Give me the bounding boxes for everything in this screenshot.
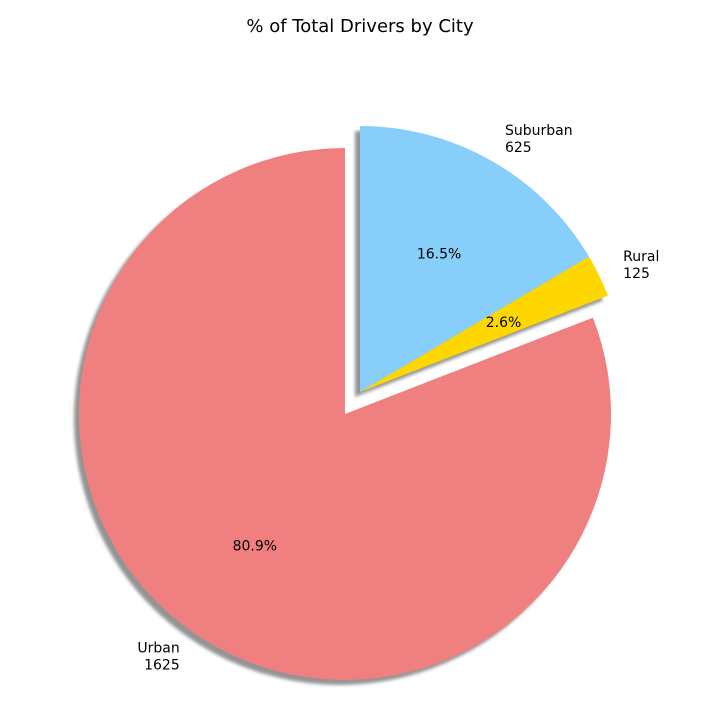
percent-label-suburban: 16.5% [417, 246, 461, 262]
category-name-rural: Rural [623, 249, 659, 265]
category-label-urban: Urban 1625 [137, 640, 179, 673]
category-name-suburban: Suburban [505, 123, 573, 139]
category-value-suburban: 625 [505, 140, 532, 156]
pie-slice-urban [78, 147, 611, 680]
category-name-urban: Urban [137, 640, 179, 656]
category-value-urban: 1625 [144, 657, 180, 673]
percent-label-urban: 80.9% [233, 539, 277, 555]
percent-label-rural: 2.6% [486, 315, 522, 331]
slice-labels: 80.9% Urban 1625 2.6% Rural 125 16.5% Suburban 6… [137, 123, 659, 674]
category-label-suburban: Suburban 625 [505, 123, 573, 156]
pie-slices [78, 126, 611, 680]
pie-slice-suburban [360, 126, 589, 392]
category-value-rural: 125 [623, 266, 650, 282]
chart-title: % of Total Drivers by City [246, 16, 474, 37]
category-label-rural: Rural 125 [623, 249, 659, 282]
pie-slice-rural [360, 256, 608, 392]
